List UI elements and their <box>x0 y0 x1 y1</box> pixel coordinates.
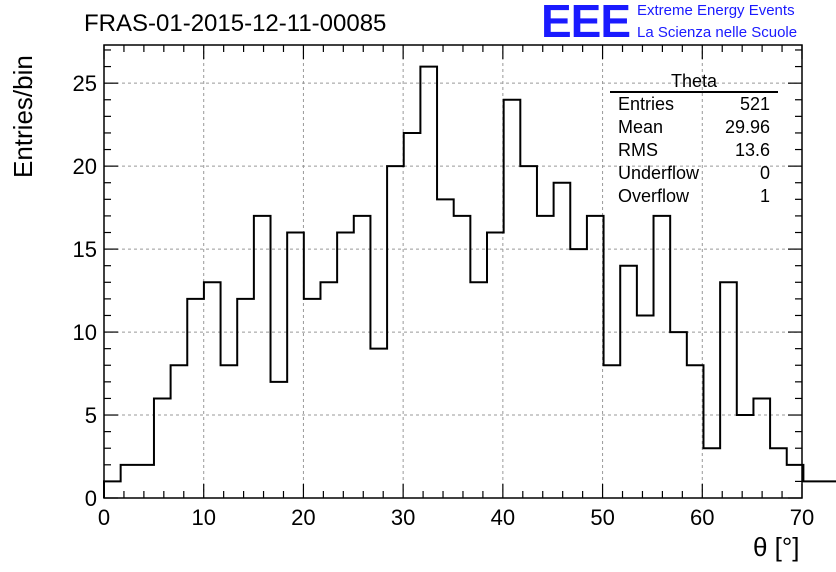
x-tick-label: 40 <box>491 505 515 530</box>
histogram-bin <box>237 299 254 498</box>
histogram-bin <box>354 216 371 498</box>
stats-label: RMS <box>618 140 658 160</box>
stats-value: 29.96 <box>724 117 770 137</box>
histogram-bin <box>387 166 404 498</box>
histogram-series <box>103 65 836 498</box>
stats-row-underflow: Underflow 0 <box>610 162 778 185</box>
stats-title: Theta <box>610 72 778 93</box>
histogram-bin <box>670 332 687 498</box>
histogram-bin <box>337 233 354 498</box>
histogram-bin <box>554 183 571 498</box>
stats-row-entries: Entries 521 <box>610 93 778 116</box>
x-tick-label: 0 <box>98 505 110 530</box>
histogram-bin <box>320 282 337 498</box>
chart-title: FRAS-01-2015-12-11-00085 <box>84 10 387 37</box>
stats-label: Overflow <box>618 186 690 206</box>
x-tick-label: 60 <box>690 505 714 530</box>
histogram-bin <box>820 481 836 498</box>
histogram-bin <box>454 216 471 498</box>
histogram-bin <box>470 282 487 498</box>
histogram-bin <box>637 315 654 498</box>
x-tick-label: 10 <box>191 505 215 530</box>
x-tick-label: 30 <box>391 505 415 530</box>
histogram-bin <box>753 398 770 498</box>
histogram-bin <box>604 365 621 498</box>
plot-frame <box>103 44 803 499</box>
histogram-bin <box>487 233 504 498</box>
histogram-bin <box>221 365 238 498</box>
stats-box: Theta Entries 521 Mean 29.96 RMS 13.6 Un… <box>610 72 778 208</box>
histogram-bin <box>271 382 288 498</box>
eee-logo: EEE <box>541 0 631 47</box>
histogram-bin <box>770 448 787 498</box>
histogram-bin <box>254 216 271 498</box>
histogram-bin <box>287 233 304 498</box>
x-axis-label: θ [°] <box>753 532 800 562</box>
y-tick-label: 25 <box>73 71 97 96</box>
stats-row-rms: RMS 13.6 <box>610 139 778 162</box>
histogram-bin <box>420 67 437 498</box>
histogram-bin <box>587 216 604 498</box>
histogram-bin <box>171 365 188 498</box>
histogram-bin <box>137 465 154 498</box>
histogram-bin <box>687 365 704 498</box>
histogram-bin <box>204 282 221 498</box>
histogram-bin <box>703 448 720 498</box>
histogram-bin <box>620 266 637 498</box>
y-tick-label: 0 <box>85 486 97 511</box>
histogram-bin <box>520 166 537 498</box>
stats-label: Mean <box>618 117 664 137</box>
histogram-bin <box>737 415 754 498</box>
x-tick-label: 70 <box>790 505 814 530</box>
histogram-bin <box>370 349 387 498</box>
stats-value: 13.6 <box>734 140 770 160</box>
stats-value: 0 <box>759 163 770 183</box>
histogram-bin <box>104 481 121 498</box>
histogram-bin <box>570 249 587 498</box>
histogram-bin <box>803 481 820 498</box>
logo-line-2: La Scienza nelle Scuole <box>637 24 798 41</box>
histogram-bin <box>154 398 171 498</box>
y-axis-label: Entries/bin <box>8 55 38 178</box>
histogram-bin <box>437 199 454 498</box>
histogram-bin <box>187 299 204 498</box>
y-tick-label: 10 <box>73 320 97 345</box>
histogram-bin <box>720 282 737 498</box>
histogram-bin <box>654 216 671 498</box>
y-tick-label: 20 <box>73 154 97 179</box>
axis-ticks <box>103 45 803 499</box>
histogram-bin <box>121 465 138 498</box>
histogram-bin <box>404 133 421 498</box>
stats-label: Underflow <box>618 163 700 183</box>
y-tick-label: 5 <box>85 403 97 428</box>
histogram-bin <box>504 100 521 498</box>
stats-row-mean: Mean 29.96 <box>610 116 778 139</box>
stats-value: 1 <box>759 186 770 206</box>
histogram-bin <box>304 299 321 498</box>
stats-row-overflow: Overflow 1 <box>610 185 778 208</box>
x-tick-label: 50 <box>590 505 614 530</box>
histogram-bin <box>537 216 554 498</box>
y-tick-label: 15 <box>73 237 97 262</box>
histogram-outline <box>103 65 836 498</box>
logo-line-1: Extreme Energy Events <box>637 2 795 19</box>
x-tick-label: 20 <box>291 505 315 530</box>
stats-label: Entries <box>618 94 675 114</box>
stats-value: 521 <box>739 94 770 114</box>
